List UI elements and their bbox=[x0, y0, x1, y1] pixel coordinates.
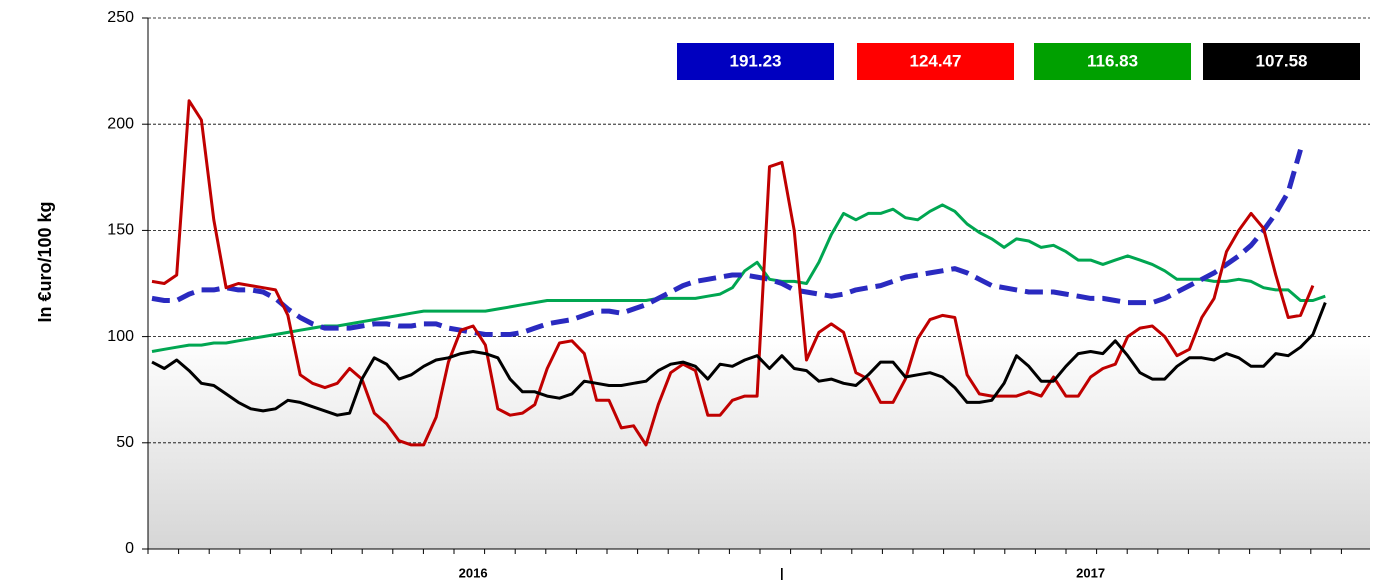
y-tick-label: 250 bbox=[107, 9, 134, 26]
value-box-label: 116.83 bbox=[1087, 51, 1138, 70]
value-box-label: 124.47 bbox=[910, 51, 962, 70]
value-box bbox=[677, 43, 834, 80]
y-axis-label: In €uro/100 kg bbox=[35, 201, 55, 322]
value-box bbox=[1034, 43, 1191, 80]
y-tick-label: 100 bbox=[107, 328, 134, 345]
value-box bbox=[857, 43, 1014, 80]
y-tick-label: 50 bbox=[116, 434, 134, 451]
x-tick-label: | bbox=[780, 565, 784, 580]
value-box-label: 107.58 bbox=[1256, 51, 1308, 70]
y-tick-label: 200 bbox=[107, 115, 134, 132]
series-line bbox=[151, 203, 1326, 353]
series-line bbox=[151, 149, 1303, 337]
y-tick-label: 150 bbox=[107, 222, 134, 239]
x-tick-label: 2016 bbox=[459, 565, 488, 580]
series-line bbox=[151, 99, 1315, 447]
series-line bbox=[151, 302, 1327, 417]
y-tick-label: 0 bbox=[125, 540, 134, 557]
value-box-label: 191.23 bbox=[730, 51, 782, 70]
value-box bbox=[1203, 43, 1360, 80]
x-tick-label: 2017 bbox=[1076, 565, 1105, 580]
